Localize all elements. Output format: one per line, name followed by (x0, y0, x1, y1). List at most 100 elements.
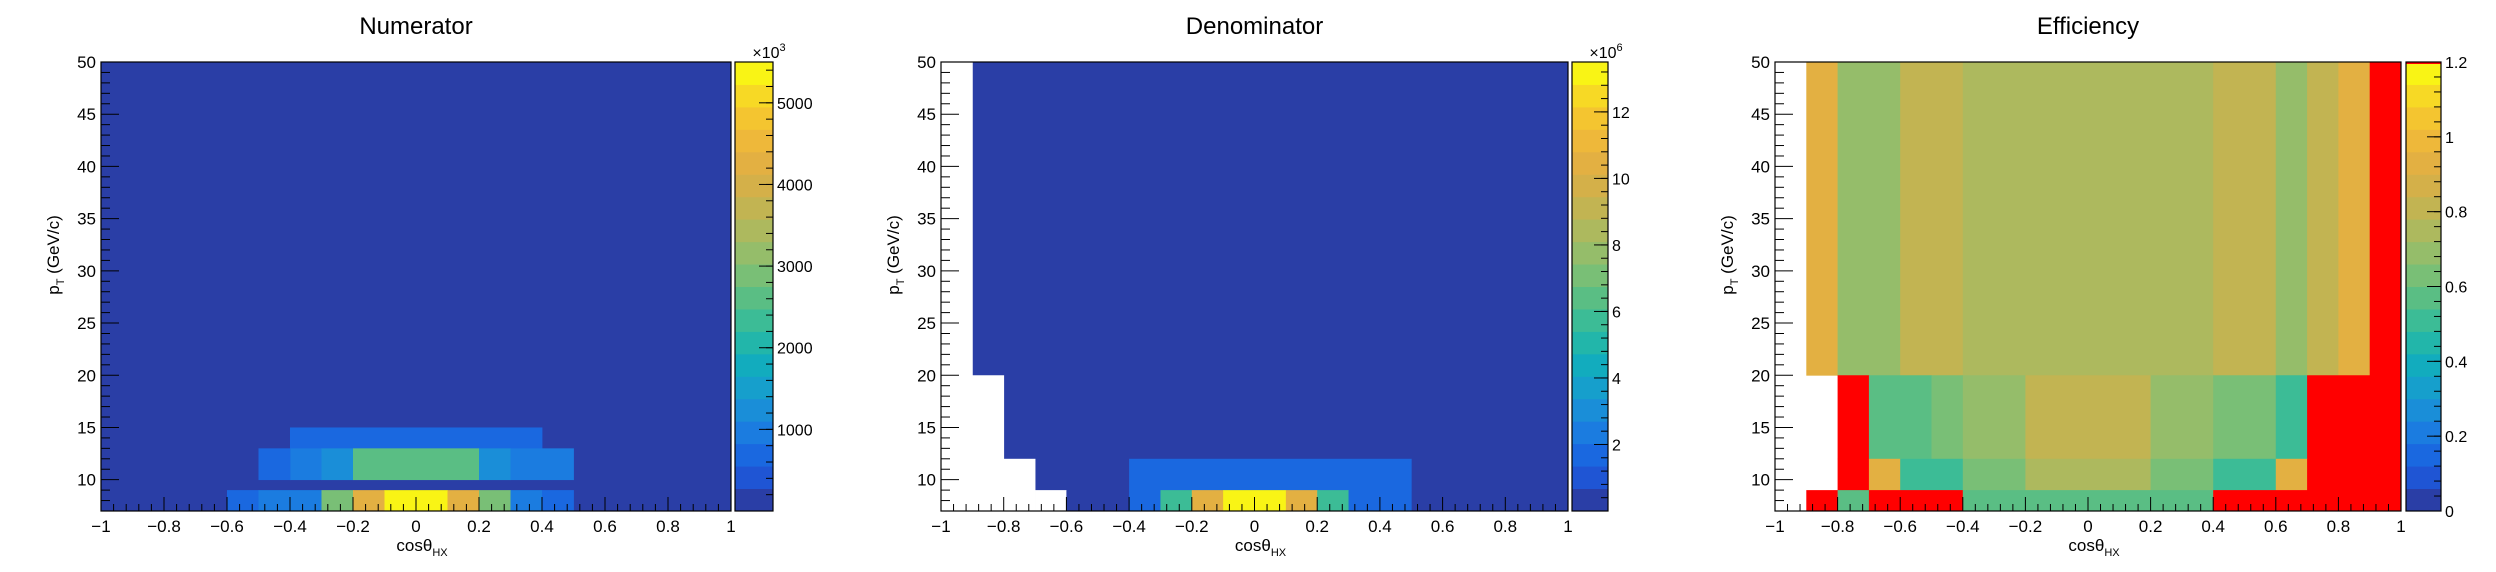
x-tick-label: −1 (1765, 517, 1784, 536)
colorbar-band (735, 398, 773, 422)
heatmap-cell (2307, 375, 2402, 460)
chart-panel-3: Efficiency −1 −0.8 −0.6 −0.4 −0.2 0 0.2 0.4 0.6 0.… (1718, 13, 2467, 559)
heatmap-cell (2338, 62, 2371, 376)
colorbar-band (2406, 62, 2441, 85)
y-axis-label-unit: (GeV/c) (1718, 215, 1737, 278)
y-tick-label: 40 (1751, 157, 1770, 176)
y-axis: 10 15 20 25 30 35 40 45 50 pT (GeV/c) (44, 53, 119, 512)
y-tick-label: 10 (917, 471, 936, 490)
heatmap-cell (1837, 458, 1870, 491)
colorbar-band (1572, 196, 1608, 220)
x-tick-label: 0.4 (1368, 517, 1392, 536)
heatmap-cells (941, 62, 1569, 512)
heatmap-cell (1900, 458, 1964, 491)
heatmap-cell (1160, 490, 1193, 512)
colorbar-band (1572, 151, 1608, 175)
x-tick-label: 0 (1250, 517, 1259, 536)
colorbar-band (1572, 219, 1608, 243)
x-tick-label: −0.6 (210, 517, 244, 536)
y-tick-label: 30 (77, 262, 96, 281)
y-tick-label: 20 (917, 366, 936, 385)
heatmap-cell (2275, 458, 2308, 491)
colorbar-band (2406, 398, 2441, 422)
x-tick-label: −0.6 (1050, 517, 1084, 536)
colorbar-band (2406, 84, 2441, 108)
colorbar-tick-label: 10 (1612, 171, 1630, 188)
heatmap-cell (2275, 375, 2308, 460)
heatmap-cell (479, 448, 511, 481)
y-axis-label-unit: (GeV/c) (44, 215, 63, 278)
colorbar: 2 4 6 8 10 12 ×106 (1571, 42, 1630, 512)
colorbar-band (2406, 241, 2441, 265)
x-tick-label: −0.8 (1821, 517, 1855, 536)
colorbar-band (2406, 196, 2441, 220)
heatmap-cell (1348, 490, 1381, 512)
heatmap-cell (1962, 375, 2026, 460)
y-axis-label-sub: T (55, 278, 67, 285)
colorbar-band (735, 264, 773, 287)
colorbar-tick-label: 8 (1612, 238, 1621, 255)
colorbar-band (1572, 398, 1608, 422)
y-tick-label: 50 (77, 53, 96, 72)
heatmap-cell (1129, 490, 1161, 512)
colorbar-band (1572, 84, 1608, 108)
x-tick-label: −0.4 (273, 517, 307, 536)
colorbar-frame (734, 61, 774, 512)
heatmap-cell (1931, 375, 1964, 460)
heatmap-cell (1900, 62, 1964, 376)
heatmap-cell (2025, 458, 2151, 491)
colorbar-band (2406, 421, 2441, 445)
colorbar-band (2406, 286, 2441, 310)
y-tick-label: 25 (1751, 314, 1770, 333)
colorbar-band (1572, 264, 1608, 287)
y-tick-label: 25 (917, 314, 936, 333)
colorbar-tick-label: 2000 (777, 341, 813, 358)
heatmap-cell (353, 448, 480, 481)
heatmap-cell (2213, 458, 2277, 491)
y-tick-label: 40 (917, 157, 936, 176)
x-axis-label-sub: HX (2104, 547, 2120, 559)
y-tick-label: 35 (917, 210, 936, 229)
colorbar-band (735, 84, 773, 108)
y-tick-label: 30 (1751, 262, 1770, 281)
heatmap-cell (1003, 458, 1036, 512)
heatmap-cells (101, 62, 732, 512)
y-axis-label-unit: (GeV/c) (884, 215, 903, 278)
colorbar-band (735, 308, 773, 332)
heatmap-cell (941, 62, 1569, 512)
colorbar-band (2406, 488, 2441, 512)
colorbar-band (1572, 286, 1608, 310)
colorbar-multiplier: ×103 (752, 42, 785, 62)
colorbar-tick-label: 4 (1612, 371, 1621, 388)
y-axis: 10 15 20 25 30 35 40 45 50 pT (GeV/c) (884, 53, 959, 512)
heatmap-cell (972, 375, 1005, 512)
colorbar-tick-label: 2 (1612, 437, 1621, 454)
y-tick-label: 45 (917, 105, 936, 124)
heatmap-cell (447, 490, 480, 512)
y-tick-label: 50 (917, 53, 936, 72)
heatmap-cell (2213, 375, 2277, 460)
colorbar-band (735, 376, 773, 400)
colorbar-band (1572, 331, 1608, 355)
heatmap-cell (2150, 375, 2214, 460)
heatmap-cell (2307, 62, 2339, 376)
y-tick-label: 20 (1751, 366, 1770, 385)
colorbar-band (2406, 443, 2441, 467)
heatmap-cell (1837, 375, 1870, 460)
colorbar-tick-label: 0.6 (2445, 280, 2467, 297)
colorbar-band (735, 286, 773, 310)
x-tick-label: 0.6 (593, 517, 617, 536)
colorbar-tick-label: 12 (1612, 105, 1630, 122)
y-tick-label: 25 (77, 314, 96, 333)
colorbar-band (1572, 376, 1608, 400)
heatmap-cell (2307, 458, 2402, 491)
colorbar-tick-label: 0 (2445, 504, 2454, 521)
colorbar-band (1572, 466, 1608, 490)
y-tick-label: 15 (1751, 418, 1770, 437)
y-axis-label: pT (GeV/c) (44, 215, 67, 295)
heatmap-cell (2025, 375, 2151, 460)
colorbar-band (2406, 174, 2441, 198)
colorbar-band (735, 129, 773, 153)
x-tick-label: 0.6 (2264, 517, 2288, 536)
x-axis-label: cosθHX (396, 536, 448, 559)
